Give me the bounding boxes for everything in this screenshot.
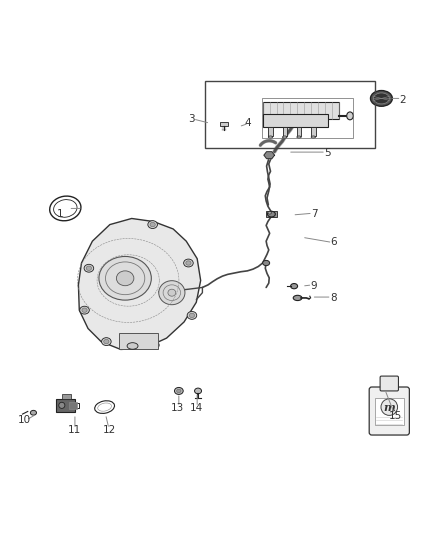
Ellipse shape [104,340,109,344]
Text: 14: 14 [190,403,203,414]
Text: 1: 1 [57,209,63,219]
Text: 15: 15 [389,411,403,421]
Bar [262,98,353,139]
Ellipse shape [263,261,270,265]
Ellipse shape [290,284,297,289]
Text: 3: 3 [189,114,195,124]
Text: 6: 6 [330,238,337,247]
Ellipse shape [84,264,94,272]
Text: m: m [383,401,395,413]
Ellipse shape [148,221,157,229]
Ellipse shape [283,136,287,138]
Ellipse shape [159,281,185,305]
Ellipse shape [150,341,159,349]
Bar [311,126,315,136]
Ellipse shape [80,306,89,314]
Text: 4: 4 [244,118,251,128]
Bar [375,398,404,425]
Ellipse shape [194,388,201,394]
Ellipse shape [30,410,36,415]
Ellipse shape [371,91,392,106]
Bar [69,402,77,409]
Bar [205,82,375,148]
Ellipse shape [152,343,157,348]
Ellipse shape [293,295,302,301]
Ellipse shape [268,212,272,214]
Ellipse shape [86,266,92,270]
Bar [56,399,75,412]
Text: 8: 8 [330,293,337,303]
Ellipse shape [311,136,315,138]
Ellipse shape [150,222,155,227]
Ellipse shape [187,311,197,319]
Bar [119,333,158,350]
Text: 11: 11 [67,425,81,435]
Text: 7: 7 [311,209,318,219]
Text: 5: 5 [324,148,331,158]
FancyBboxPatch shape [263,102,339,119]
FancyBboxPatch shape [369,387,410,435]
Bar [283,126,287,136]
Bar [266,212,277,217]
Ellipse shape [268,136,272,138]
Bar [297,126,301,136]
Ellipse shape [268,211,276,217]
Polygon shape [264,152,275,158]
Ellipse shape [184,259,193,267]
Text: 2: 2 [399,95,406,104]
Text: 9: 9 [311,281,318,291]
Bar [268,126,272,136]
Bar [62,393,71,399]
Ellipse shape [102,338,111,345]
Ellipse shape [347,112,353,120]
FancyBboxPatch shape [380,376,399,391]
Ellipse shape [99,256,151,300]
Ellipse shape [381,399,398,415]
Text: 10: 10 [18,415,31,425]
Text: 12: 12 [102,425,116,435]
Ellipse shape [117,271,134,286]
Polygon shape [78,219,201,350]
Ellipse shape [82,308,87,312]
Bar [220,122,228,126]
Ellipse shape [168,289,176,296]
Ellipse shape [127,343,138,349]
Ellipse shape [374,93,389,104]
Ellipse shape [177,389,181,393]
Text: 13: 13 [171,403,184,414]
Ellipse shape [297,136,301,138]
Ellipse shape [186,261,191,265]
Ellipse shape [174,387,183,394]
Ellipse shape [59,402,65,408]
Bar [263,115,328,126]
Ellipse shape [189,313,194,318]
